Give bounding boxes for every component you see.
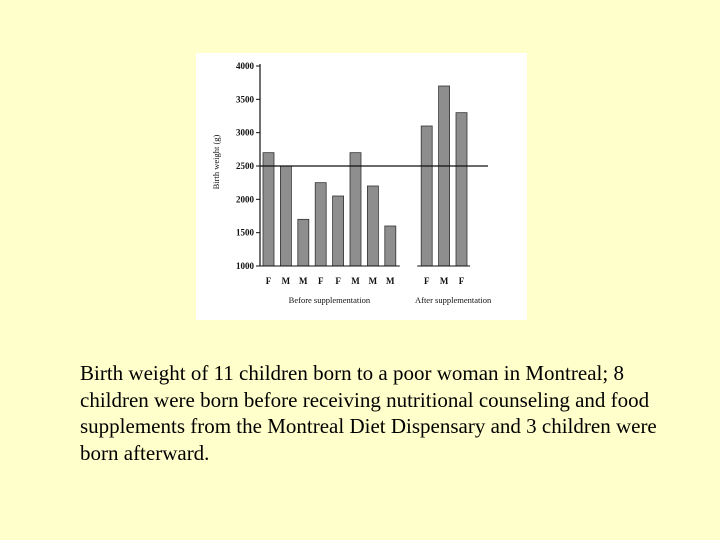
y-tick-label-2500: 2500	[236, 161, 255, 171]
category-label-6: M	[351, 276, 360, 286]
group-label-before: Before supplementation	[289, 295, 371, 305]
bar-8	[384, 225, 397, 267]
bar-2	[280, 165, 292, 267]
category-label-8: M	[386, 276, 395, 286]
bar-4	[314, 182, 327, 267]
category-label-11: F	[459, 276, 465, 286]
category-label-9: F	[424, 276, 430, 286]
category-label-10: M	[440, 276, 449, 286]
bar-9	[420, 125, 433, 267]
bar-11	[455, 112, 468, 267]
bar-7	[366, 185, 379, 267]
group-label-after: After supplementation	[415, 295, 492, 305]
bar-10	[438, 85, 451, 267]
bar-5	[332, 195, 345, 267]
category-label-7: M	[369, 276, 378, 286]
y-axis-layer: 1000 1500 2000 2500 3000 3500 4000 Birth weight…	[211, 61, 470, 271]
birth-weight-bar-chart: 1000 1500 2000 2500 3000 3500 4000 Birth weight…	[211, 61, 492, 305]
y-tick-label-4000: 4000	[236, 61, 255, 71]
bar-3	[297, 218, 310, 267]
y-tick-label-1000: 1000	[236, 261, 255, 271]
y-axis-title: Birth weight (g)	[211, 134, 221, 189]
category-label-4: F	[318, 276, 324, 286]
y-tick-label-2000: 2000	[236, 194, 255, 204]
figure-caption: Birth weight of 11 children born to a po…	[80, 361, 657, 465]
y-tick-label-3500: 3500	[236, 94, 255, 104]
category-label-5: F	[335, 276, 341, 286]
chart-panel: 1000 1500 2000 2500 3000 3500 4000 Birth weight…	[196, 53, 527, 320]
category-label-1: F	[266, 276, 272, 286]
category-label-2: M	[282, 276, 291, 286]
category-label-3: M	[299, 276, 308, 286]
y-tick-label-3000: 3000	[236, 128, 255, 138]
y-tick-label-1500: 1500	[236, 228, 255, 238]
bar-1	[262, 152, 275, 267]
bar-6	[349, 152, 362, 267]
bars-layer	[262, 85, 468, 267]
